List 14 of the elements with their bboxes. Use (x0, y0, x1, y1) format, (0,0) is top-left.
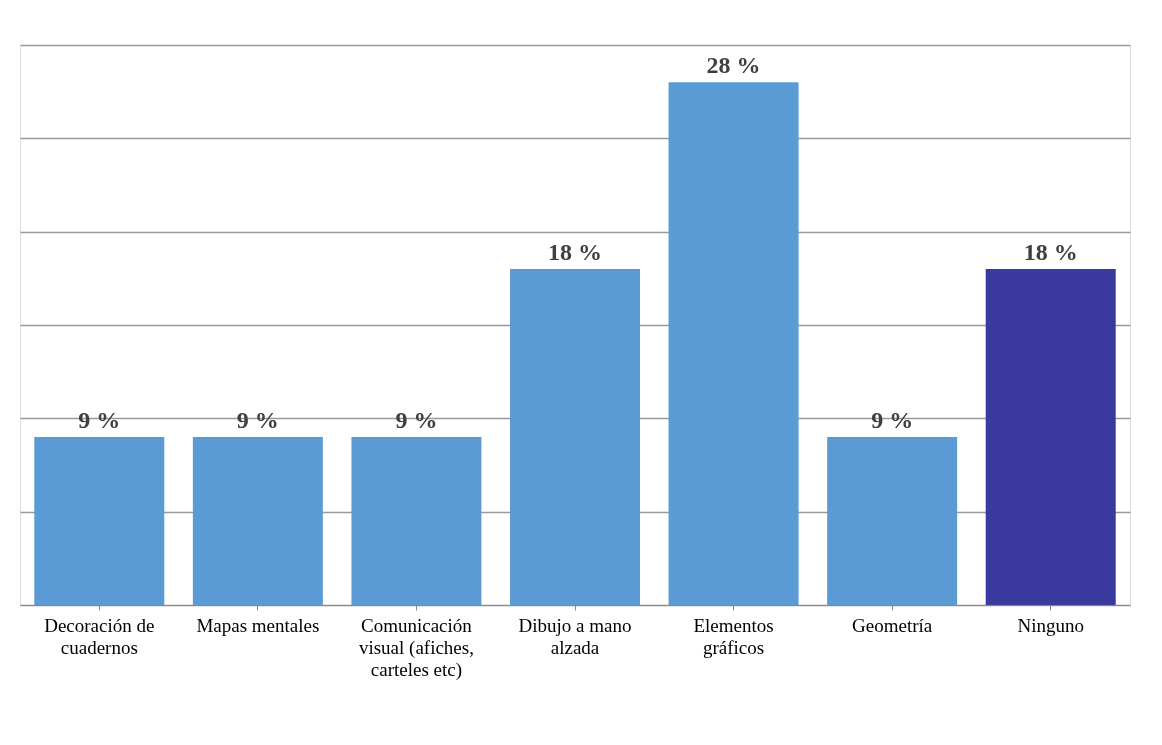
data-label: 9 % (395, 407, 438, 433)
data-label: 18 % (1023, 239, 1078, 265)
x-tick-label: Comunicación visual (afiches, carteles etc) (358, 615, 474, 681)
x-tick-label: Dibujo a mano alzada (518, 615, 632, 658)
data-label: 9 % (236, 407, 279, 433)
x-tick-label: Ninguno (1017, 615, 1084, 636)
data-label: 9 % (78, 407, 121, 433)
data-label: 18 % (548, 239, 602, 265)
x-tick-label: Mapas mentales (196, 615, 320, 636)
data-label: 9 % (871, 407, 914, 433)
x-tick-label: Geometría (852, 615, 933, 636)
x-tick-label: Decoración de cuadernos (44, 615, 155, 658)
data-label: 28 % (706, 52, 761, 79)
x-tick-label: Elementos gráficos (693, 615, 774, 658)
